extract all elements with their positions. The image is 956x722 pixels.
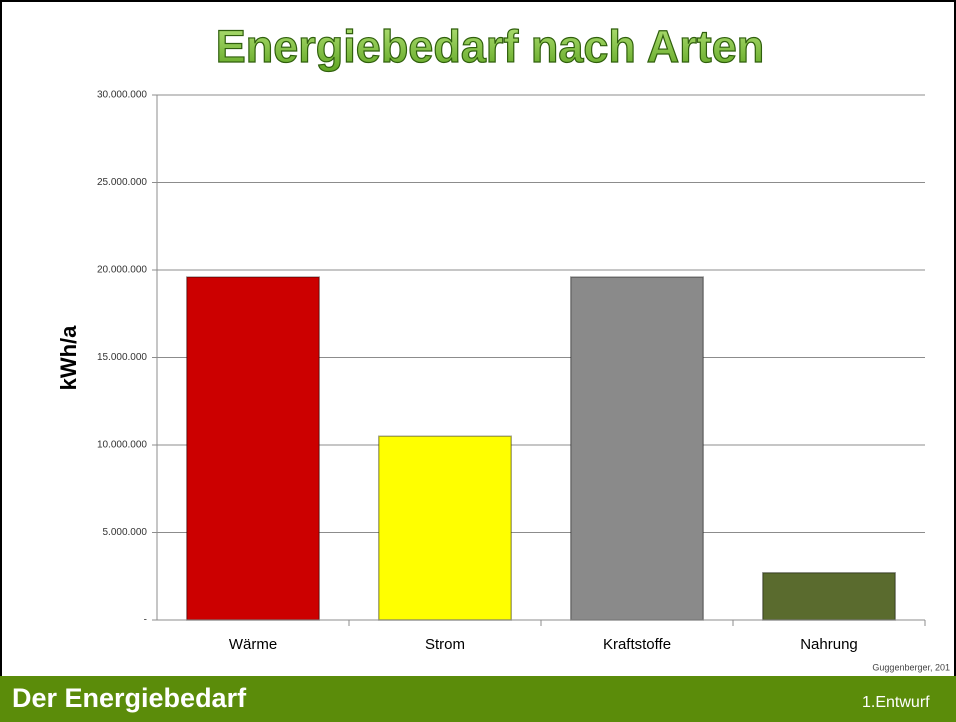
bar	[762, 572, 896, 621]
x-tick-label: Kraftstoffe	[603, 636, 671, 653]
bar	[186, 276, 320, 621]
chart-title: Energiebedarf nach Arten	[216, 21, 764, 72]
footer-note: 1.Entwurf	[862, 694, 930, 711]
y-tick-label: 30.000.000	[97, 90, 147, 101]
footer-bar	[0, 676, 956, 722]
footer-title: Der Energiebedarf	[12, 683, 247, 713]
y-tick-label: 5.000.000	[103, 527, 148, 538]
y-tick-label: 15.000.000	[97, 352, 147, 363]
y-tick-label: 10.000.000	[97, 440, 147, 451]
y-tick-label: -	[144, 615, 147, 626]
bar	[378, 435, 512, 621]
y-tick-label: 20.000.000	[97, 265, 147, 276]
source-note: Guggenberger, 201	[872, 662, 950, 672]
x-tick-label: Nahrung	[800, 636, 858, 653]
y-axis-label: kWh/a	[56, 325, 81, 391]
y-tick-label: 25.000.000	[97, 177, 147, 188]
bar	[570, 276, 704, 621]
x-tick-label: Strom	[425, 636, 465, 653]
x-tick-label: Wärme	[229, 636, 277, 653]
